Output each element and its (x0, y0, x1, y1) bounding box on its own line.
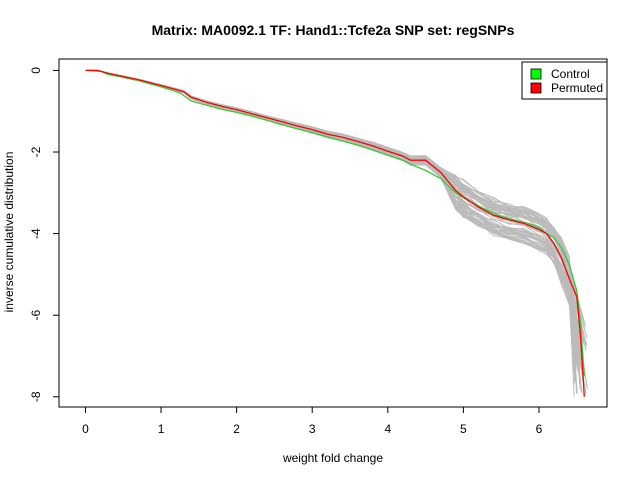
legend-swatch-control (530, 68, 542, 80)
y-axis: 0 -2 -4 -6 -8 (29, 67, 60, 402)
x-tick-label: 2 (233, 422, 240, 436)
plot-area (85, 69, 588, 397)
x-tick-label: 6 (536, 422, 543, 436)
x-axis: 0 1 2 3 4 5 6 (82, 406, 543, 436)
legend-swatch-permuted (530, 82, 542, 94)
x-tick-label: 5 (460, 422, 467, 436)
legend: Control Permuted (521, 61, 608, 100)
series-line-control (85, 69, 585, 377)
y-axis-label: inverse cumulative distribution (2, 152, 16, 313)
x-tick-label: 3 (309, 422, 316, 436)
x-tick-label: 1 (158, 422, 165, 436)
legend-label-control: Control (551, 67, 590, 81)
series-line-permuted (85, 69, 585, 397)
legend-label-permuted: Permuted (551, 81, 603, 95)
x-tick-label: 0 (82, 422, 89, 436)
y-tick-label: -8 (29, 391, 43, 402)
y-tick-label: 0 (29, 67, 43, 74)
x-axis-label: weight fold change (282, 451, 383, 465)
x-tick-label: 4 (384, 422, 391, 436)
y-tick-label: -4 (29, 228, 43, 239)
y-tick-label: -2 (29, 146, 43, 157)
y-tick-label: -6 (29, 310, 43, 321)
chart-title: Matrix: MA0092.1 TF: Hand1::Tcfe2a SNP s… (152, 22, 515, 38)
